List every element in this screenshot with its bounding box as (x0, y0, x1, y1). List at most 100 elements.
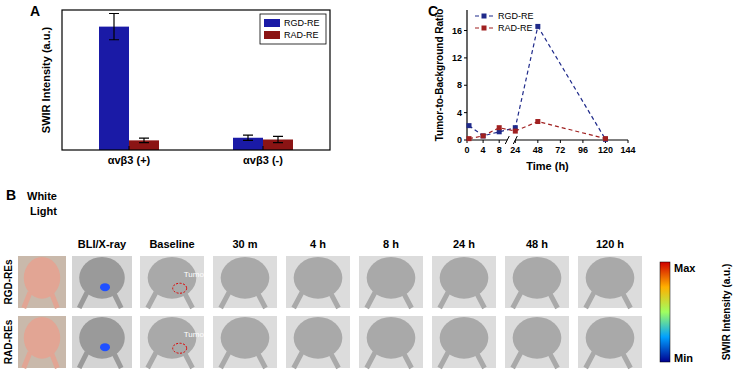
legend-marker (482, 14, 487, 19)
image-tile (72, 316, 132, 368)
mouse-leg (221, 352, 266, 368)
x-tick (483, 140, 484, 143)
annotation: Tumor (184, 330, 207, 339)
legend-swatch (264, 31, 280, 39)
x-tick-label: 8 (497, 145, 502, 155)
x-axis (515, 139, 628, 140)
image-background (18, 256, 66, 308)
y-tick-label: 16 (452, 26, 462, 36)
image-background (140, 256, 204, 308)
image-tile (578, 316, 642, 368)
header-line: White (27, 190, 57, 202)
mouse-leg (294, 352, 339, 368)
error-bar (109, 14, 119, 40)
x-tick-label: 0 (464, 145, 469, 155)
image-background (213, 316, 277, 368)
marker (535, 24, 540, 29)
x-tick (515, 140, 516, 143)
legend-label: RGD-RE (284, 18, 320, 28)
image-background (432, 316, 496, 368)
y-tick (464, 112, 467, 113)
mouse-leg (586, 292, 631, 308)
marker (467, 136, 472, 141)
x-tick-label: αvβ3 (+) (108, 154, 151, 166)
mouse-leg (24, 292, 58, 308)
image-tile (140, 256, 204, 308)
legend-swatch (264, 19, 280, 27)
frame (62, 10, 330, 150)
x-tick (499, 140, 500, 143)
image-tile (505, 316, 569, 368)
y-tick (464, 85, 467, 86)
x-tick (129, 146, 130, 150)
y-tick-label: 0 (457, 135, 462, 145)
line (469, 122, 605, 139)
image-background (72, 316, 132, 368)
mouse-leg (148, 292, 193, 308)
image-background (505, 256, 569, 308)
image-background (140, 316, 204, 368)
marker (513, 129, 518, 134)
header-line: Light (27, 205, 57, 217)
marker (603, 137, 608, 142)
image-background (18, 316, 66, 368)
marker (535, 119, 540, 124)
mouse-leg (367, 292, 412, 308)
x-tick-label: 120 (598, 145, 613, 155)
legend-label: RAD-RE (284, 30, 319, 40)
row-label: RAD-REs (3, 319, 14, 364)
x-tick (560, 140, 561, 143)
image-background (359, 256, 423, 308)
image-background (578, 256, 642, 308)
x-tick-label: 96 (578, 145, 588, 155)
y-axis-label: SWIR Intensity (a.u.) (40, 26, 52, 133)
plot-area (467, 24, 608, 142)
y-tick-label: 8 (457, 80, 462, 90)
panel-label: B (6, 187, 16, 203)
legend-box (260, 14, 326, 44)
colorbar (660, 262, 670, 362)
column-header: Baseline (149, 238, 194, 250)
mouse-leg (294, 292, 339, 308)
colorbar-label: SWIR Intensity (a.u.) (721, 264, 732, 361)
image-tile (213, 316, 277, 368)
x-tick-label: 72 (555, 145, 565, 155)
x-tick-label: 144 (620, 145, 635, 155)
mouse-leg (79, 352, 121, 368)
x-tick (582, 140, 583, 143)
mouse-leg (586, 352, 631, 368)
image-tile (286, 256, 350, 308)
mouse-leg (79, 292, 121, 308)
x-axis (467, 139, 507, 140)
axis-break (505, 136, 517, 144)
x-tick-label: 48 (533, 145, 543, 155)
error-bar (273, 136, 283, 142)
y-tick (464, 30, 467, 31)
bli-signal (100, 343, 110, 351)
marker (481, 133, 486, 138)
mouse-leg (513, 292, 558, 308)
x-tick-label: αvβ3 (-) (243, 154, 283, 166)
image-tile (72, 256, 132, 308)
x-tick (537, 140, 538, 143)
error-bar (139, 138, 149, 142)
image-tile (432, 256, 496, 308)
mouse-leg (24, 352, 58, 368)
colorbar-min: Min (674, 352, 693, 364)
column-header: 48 h (526, 238, 548, 250)
tumor-outline (173, 283, 187, 293)
image-background (432, 256, 496, 308)
image-background (286, 256, 350, 308)
column-header: 24 h (453, 238, 475, 250)
column-header: 120 h (596, 238, 624, 250)
y-tick-label: 4 (457, 108, 462, 118)
image-tile (286, 316, 350, 368)
bli-signal (100, 283, 110, 291)
marker (467, 123, 472, 128)
image-tile (578, 256, 642, 308)
mouse-leg (367, 352, 412, 368)
legend-label: RGD-RE (498, 11, 534, 21)
mouse-leg (221, 292, 266, 308)
legend: RGD-RE RAD-RE (260, 14, 326, 44)
marker (603, 136, 608, 141)
